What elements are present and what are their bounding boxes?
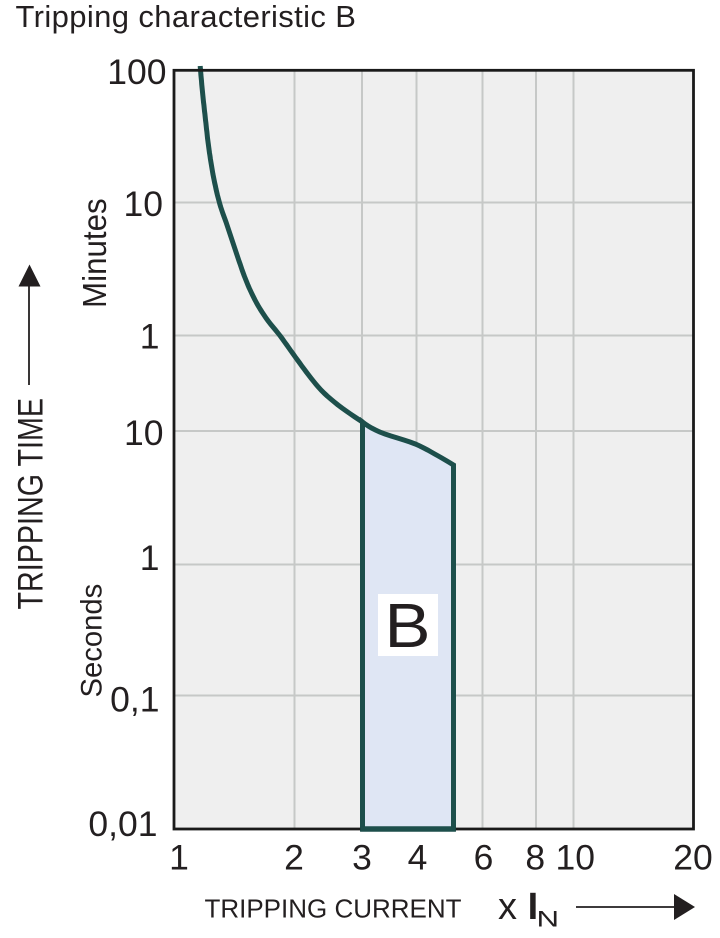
svg-text:TRIPPING TIME: TRIPPING TIME bbox=[11, 398, 50, 610]
svg-text:100: 100 bbox=[107, 52, 166, 92]
svg-text:20: 20 bbox=[673, 838, 713, 878]
svg-text:4: 4 bbox=[408, 838, 428, 878]
svg-text:0,01: 0,01 bbox=[88, 804, 157, 844]
svg-text:2: 2 bbox=[284, 838, 304, 878]
svg-text:TRIPPING CURRENT: TRIPPING CURRENT bbox=[204, 894, 461, 924]
svg-text:Seconds: Seconds bbox=[75, 584, 108, 698]
svg-text:Minutes: Minutes bbox=[76, 198, 113, 308]
svg-text:0,1: 0,1 bbox=[110, 680, 159, 720]
svg-text:3: 3 bbox=[352, 838, 372, 878]
svg-text:1: 1 bbox=[140, 538, 160, 578]
svg-text:10: 10 bbox=[124, 184, 164, 224]
svg-text:1: 1 bbox=[140, 317, 160, 357]
svg-text:8: 8 bbox=[525, 838, 545, 878]
svg-text:Tripping characteristic B: Tripping characteristic B bbox=[16, 0, 357, 34]
svg-text:10: 10 bbox=[556, 838, 596, 878]
svg-text:x I: x I bbox=[498, 886, 538, 928]
svg-text:B: B bbox=[385, 592, 431, 661]
svg-text:10: 10 bbox=[124, 413, 164, 453]
svg-text:1: 1 bbox=[169, 838, 189, 878]
svg-text:6: 6 bbox=[474, 838, 494, 878]
svg-text:N: N bbox=[537, 907, 560, 931]
